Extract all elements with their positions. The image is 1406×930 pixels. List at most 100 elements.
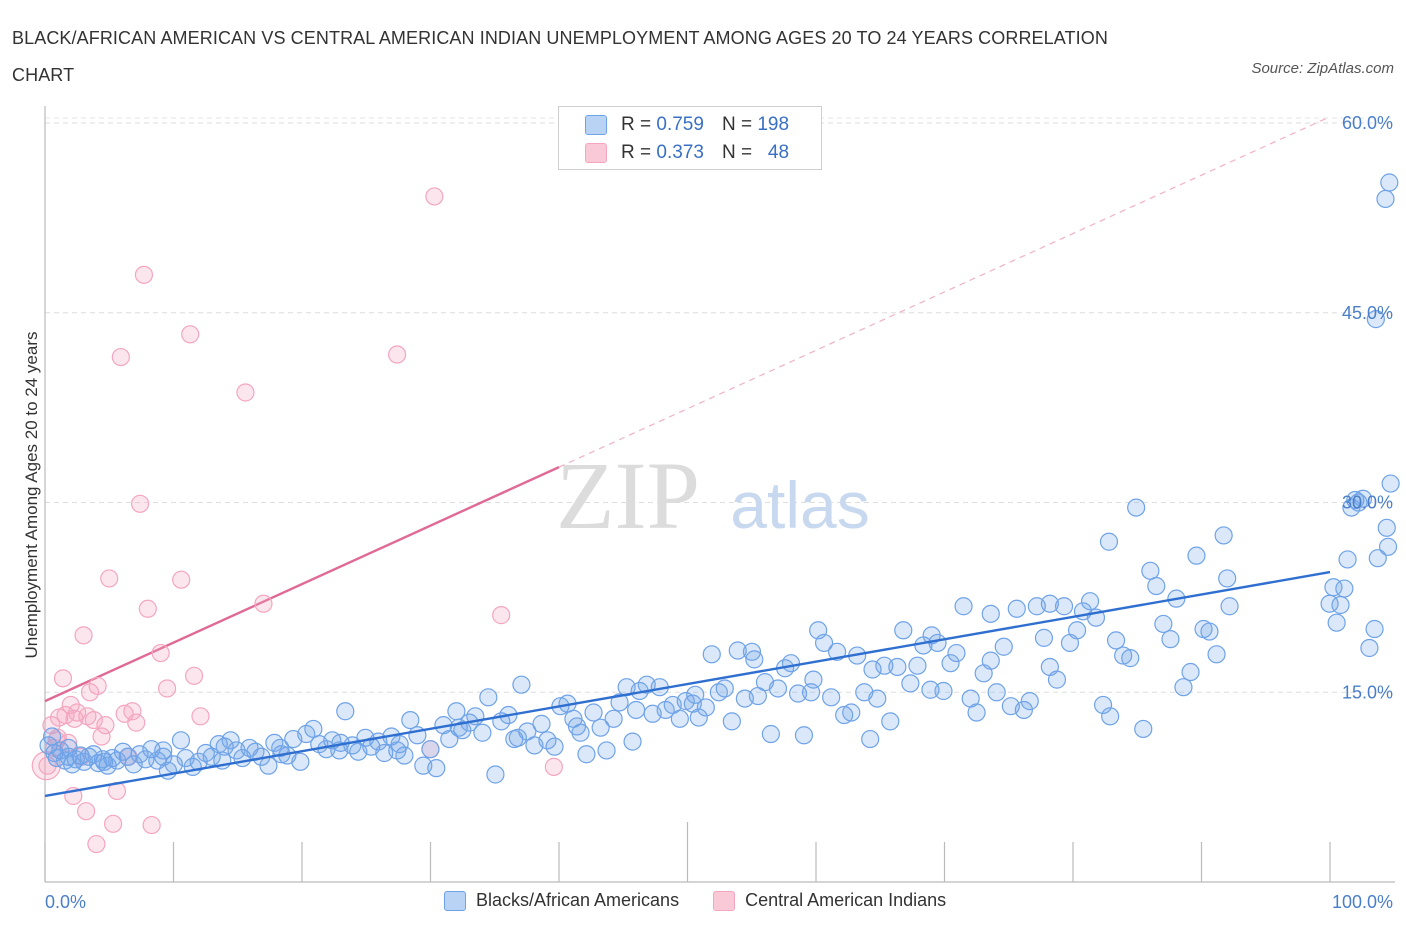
data-point-central bbox=[254, 594, 273, 613]
data-point-blacks bbox=[1335, 579, 1354, 598]
source-label: Source: ZipAtlas.com bbox=[1251, 60, 1394, 77]
data-point-blacks bbox=[894, 621, 913, 640]
data-point-blacks bbox=[591, 718, 610, 737]
data-point-central bbox=[236, 383, 255, 402]
data-point-blacks bbox=[745, 650, 764, 669]
data-point-blacks bbox=[1200, 622, 1219, 641]
data-point-central bbox=[87, 834, 106, 854]
axes bbox=[44, 106, 1395, 883]
series-blacks-african-americans bbox=[39, 173, 1400, 798]
r-label: R = bbox=[621, 142, 652, 163]
data-point-blacks bbox=[584, 703, 603, 722]
gridlines bbox=[45, 117, 1395, 693]
data-point-central bbox=[59, 733, 78, 752]
data-point-blacks bbox=[390, 735, 409, 754]
data-point-blacks bbox=[610, 693, 629, 712]
data-point-central bbox=[92, 727, 111, 746]
data-point-blacks bbox=[1381, 474, 1400, 493]
x-tick-label: 100.0% bbox=[1332, 892, 1393, 912]
data-point-blacks bbox=[421, 740, 440, 759]
data-point-blacks bbox=[881, 712, 900, 731]
data-point-blacks bbox=[577, 745, 596, 764]
data-point-central bbox=[181, 325, 200, 344]
data-point-blacks bbox=[947, 643, 966, 663]
data-point-blacks bbox=[1327, 613, 1346, 632]
n-value-central: 48 bbox=[767, 142, 790, 163]
series-legend: Blacks/African Americans Central America… bbox=[444, 890, 946, 911]
n-label: N = bbox=[721, 114, 753, 135]
data-point-blacks bbox=[981, 604, 1000, 623]
data-point-blacks bbox=[1214, 526, 1233, 545]
r-value-central: 0.373 bbox=[656, 142, 704, 163]
data-point-blacks bbox=[941, 654, 960, 673]
data-point-blacks bbox=[934, 681, 953, 701]
trend-line-central bbox=[44, 466, 560, 703]
data-point-blacks bbox=[696, 698, 715, 717]
n-label: N = bbox=[721, 142, 753, 163]
data-point-blacks bbox=[868, 689, 887, 708]
r-value-blacks: 0.759 bbox=[656, 114, 704, 135]
data-point-blacks bbox=[1218, 569, 1237, 588]
data-point-blacks bbox=[1106, 631, 1126, 650]
data-point-blacks bbox=[84, 745, 103, 764]
data-point-blacks bbox=[861, 729, 880, 749]
data-point-central bbox=[425, 187, 444, 206]
n-value-blacks: 198 bbox=[757, 114, 790, 135]
data-point-blacks bbox=[1134, 719, 1153, 739]
data-point-blacks bbox=[981, 651, 1000, 670]
data-point-blacks bbox=[95, 752, 114, 771]
data-point-blacks bbox=[761, 724, 780, 744]
data-point-blacks bbox=[1353, 489, 1373, 508]
data-point-central bbox=[88, 676, 107, 696]
data-point-blacks bbox=[814, 633, 834, 653]
data-point-blacks bbox=[1331, 595, 1350, 615]
data-point-blacks bbox=[508, 728, 527, 747]
chart-title: BLACK/AFRICAN AMERICAN VS CENTRAL AMERIC… bbox=[12, 28, 1108, 85]
data-point-blacks bbox=[1114, 646, 1133, 665]
data-point-blacks bbox=[788, 684, 808, 703]
data-point-blacks bbox=[532, 714, 551, 733]
data-point-blacks bbox=[567, 717, 587, 736]
legend-label-central: Central American Indians bbox=[745, 890, 947, 910]
legend-row-central: R = 0.373 N = 48 bbox=[585, 141, 789, 165]
data-point-blacks bbox=[291, 752, 310, 771]
data-point-central bbox=[130, 494, 150, 513]
data-point-blacks bbox=[473, 723, 492, 742]
data-point-blacks bbox=[1161, 630, 1180, 649]
data-point-blacks bbox=[1154, 614, 1173, 634]
data-point-blacks bbox=[1365, 619, 1384, 639]
legend-label-blacks: Blacks/African Americans bbox=[476, 890, 680, 910]
data-point-blacks bbox=[702, 645, 721, 664]
data-point-blacks bbox=[124, 755, 143, 774]
legend-row-blacks: R = 0.759 N = 198 bbox=[585, 113, 789, 137]
data-point-blacks bbox=[154, 747, 173, 766]
data-point-blacks bbox=[863, 660, 882, 679]
data-point-blacks bbox=[954, 597, 973, 616]
data-point-blacks bbox=[728, 641, 747, 660]
data-point-central bbox=[68, 703, 87, 722]
data-point-blacks bbox=[395, 746, 414, 765]
data-point-central bbox=[127, 713, 146, 732]
data-point-blacks bbox=[1380, 173, 1399, 192]
data-point-blacks bbox=[676, 692, 695, 711]
data-point-blacks bbox=[1181, 662, 1200, 682]
data-point-blacks bbox=[722, 712, 741, 731]
data-point-blacks bbox=[1376, 189, 1395, 209]
data-point-central bbox=[142, 815, 161, 835]
data-point-blacks bbox=[221, 731, 240, 750]
data-point-blacks bbox=[967, 703, 986, 722]
data-point-blacks bbox=[670, 709, 689, 728]
data-point-blacks bbox=[623, 732, 642, 751]
data-point-blacks bbox=[486, 765, 505, 784]
data-point-blacks bbox=[1080, 592, 1100, 611]
data-point-central bbox=[104, 814, 123, 833]
data-point-blacks bbox=[1093, 695, 1113, 715]
data-point-blacks bbox=[842, 703, 861, 722]
trend-line-central-dashed bbox=[558, 116, 1331, 468]
legend-swatch-blue bbox=[585, 115, 607, 135]
data-point-central bbox=[492, 606, 511, 625]
data-point-central bbox=[172, 570, 191, 589]
trend-lines bbox=[44, 116, 1331, 703]
x-tick-label: 0.0% bbox=[45, 892, 86, 912]
data-point-central bbox=[134, 265, 154, 284]
